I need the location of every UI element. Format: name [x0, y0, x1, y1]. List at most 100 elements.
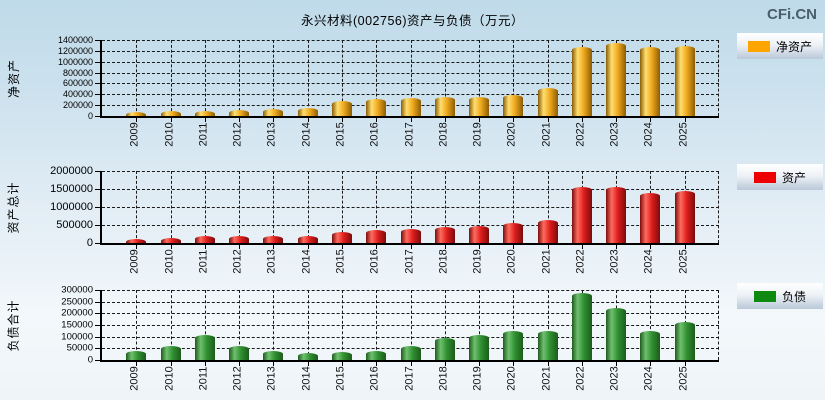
y-tick: [95, 189, 100, 190]
x-tick-label-2010: 2010: [163, 122, 176, 147]
x-tick-label-2022: 2022: [574, 366, 587, 391]
y-tick-label: 1000000: [50, 201, 93, 213]
gridline: [444, 290, 446, 360]
x-tick-label-2014: 2014: [300, 249, 313, 274]
x-tick-label-2012: 2012: [231, 249, 244, 274]
x-tick: [616, 362, 618, 366]
y-tick-label: 2000000: [50, 165, 93, 177]
gridline: [204, 40, 206, 116]
x-tick-label-2013: 2013: [265, 249, 278, 274]
x-tick-label-2011: 2011: [197, 366, 210, 391]
x-tick: [581, 362, 583, 366]
gridline: [718, 40, 719, 116]
x-tick-label-2025: 2025: [677, 366, 690, 391]
x-tick: [684, 118, 686, 122]
bar-2016: [366, 99, 387, 116]
x-tick: [136, 245, 138, 249]
x-tick: [410, 118, 412, 122]
x-tick: [444, 118, 446, 122]
gridline: [410, 290, 412, 360]
gridline: [136, 40, 138, 116]
x-tick: [547, 245, 549, 249]
x-tick: [513, 118, 515, 122]
x-tick-label-2010: 2010: [163, 366, 176, 391]
x-tick-label-2011: 2011: [197, 122, 210, 147]
x-tick-label-2015: 2015: [334, 122, 347, 147]
bar-2021: [537, 219, 558, 243]
x-tick-label-2013: 2013: [265, 366, 278, 391]
gridline: [718, 290, 719, 360]
x-tick-label-2019: 2019: [471, 122, 484, 147]
y-tick-label: 250000: [61, 296, 93, 308]
y-tick-label: 0: [87, 354, 93, 366]
plot-area: 0 500000 1000000 1500000 2000000: [50, 165, 719, 249]
bar-2010: [160, 111, 181, 116]
x-tick: [479, 245, 481, 249]
x-tick: [376, 362, 378, 366]
gridline: [170, 40, 172, 116]
x-tick-label-2023: 2023: [608, 366, 621, 391]
gridline: [239, 171, 241, 243]
bar-2024: [640, 47, 661, 116]
x-tick-label-2022: 2022: [574, 122, 587, 147]
y-tick: [95, 105, 100, 107]
bar-2012: [229, 109, 250, 116]
gridline: [204, 290, 206, 360]
gridline: [204, 171, 206, 243]
x-tick: [239, 118, 241, 122]
x-tick-label-2017: 2017: [403, 249, 415, 274]
y-tick: [95, 325, 100, 326]
gridline: [718, 171, 719, 243]
x-tick: [341, 118, 343, 122]
bar-2022: [571, 293, 592, 360]
y-axis-title-text: 负债合计: [6, 298, 21, 352]
bar-2014: [297, 107, 318, 116]
gridline: [444, 40, 446, 116]
x-tick-label-2024: 2024: [642, 122, 655, 147]
gridline: [136, 290, 138, 360]
plot-area: 0 200000 400000 600000 800000 1000000 1200000 1…: [58, 35, 719, 122]
bar-2020: [503, 223, 524, 243]
x-tick-label-2011: 2011: [197, 249, 210, 274]
plot-area: 0 50000 100000 150000 200000 250000 300000: [61, 285, 719, 366]
x-tick: [273, 118, 275, 122]
x-tick: [136, 118, 138, 122]
y-tick: [95, 61, 100, 63]
x-tick: [479, 118, 481, 122]
x-tick: [547, 362, 549, 366]
gridline: [273, 171, 275, 243]
x-tick: [581, 118, 583, 122]
y-tick-label: 200000: [61, 307, 93, 319]
x-tick-label-2012: 2012: [231, 122, 244, 147]
x-tick: [410, 245, 412, 249]
x-tick-label-2016: 2016: [368, 366, 381, 391]
x-tick: [479, 362, 481, 366]
bar-2010: [160, 346, 181, 360]
legend-swatch: [747, 40, 770, 52]
y-tick-label: 600000: [62, 78, 93, 89]
x-tick: [684, 362, 686, 366]
bar-2015: [331, 100, 352, 116]
legend: 净资产: [737, 33, 823, 59]
y-tick-label: 1000000: [57, 56, 93, 67]
x-tick-label-2025: 2025: [677, 122, 690, 147]
gridline: [341, 171, 343, 243]
gridline: [307, 40, 309, 116]
gridline: [170, 290, 172, 360]
gridline: [479, 171, 481, 243]
bar-2022: [571, 47, 592, 116]
legend: 负债: [737, 283, 823, 309]
y-tick-label: 200000: [62, 100, 93, 111]
x-tick: [204, 362, 206, 366]
bar-2018: [434, 97, 455, 116]
gridline: [239, 290, 241, 360]
x-tick: [170, 245, 172, 249]
x-tick-label-2017: 2017: [403, 122, 415, 147]
gridline: [341, 40, 343, 116]
bar-2015: [331, 352, 352, 360]
gridline: [136, 171, 138, 243]
gridline: [341, 290, 343, 360]
gridline: [513, 171, 515, 243]
x-tick: [376, 118, 378, 122]
x-tick-label-2023: 2023: [608, 122, 621, 147]
